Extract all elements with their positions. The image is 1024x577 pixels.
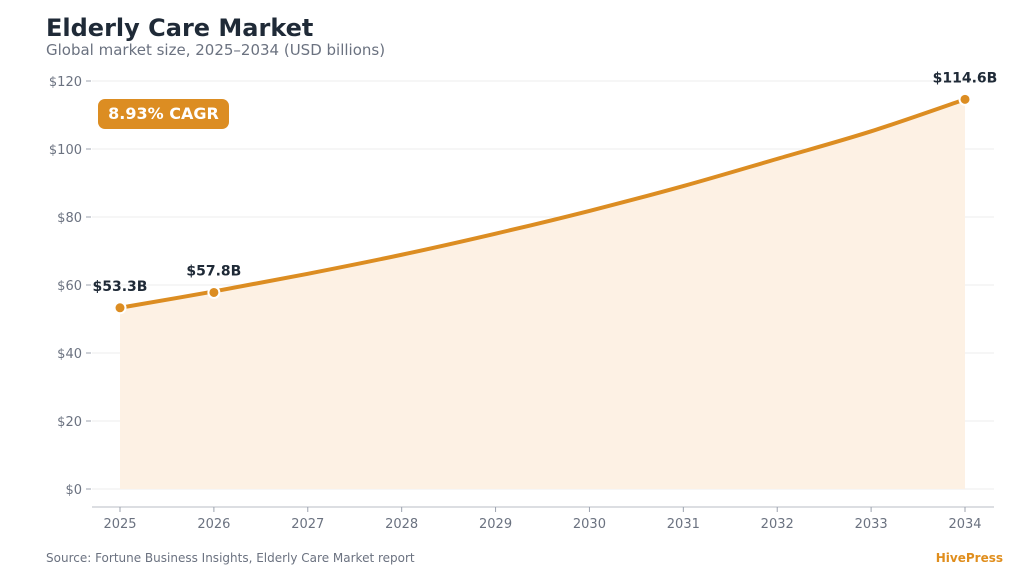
area-fill (120, 99, 965, 490)
cagr-badge: 8.93% CAGR (98, 99, 229, 129)
x-tick-label: 2025 (103, 517, 136, 532)
axes: $0 $20 $40 $60 $80 $100 $120 2025 2026 2027 2028 20… (49, 75, 994, 532)
y-tick-label: $100 (49, 143, 82, 158)
y-tick-label: $20 (57, 415, 82, 430)
y-tick-label: $60 (57, 279, 82, 294)
points-layer (113, 92, 972, 315)
data-label: $114.6B (933, 70, 998, 86)
x-tick-label: 2027 (291, 517, 324, 532)
y-tick-label: $120 (49, 75, 82, 90)
chart-title: Elderly Care Market (46, 14, 314, 42)
y-tick-label: $40 (57, 347, 82, 362)
y-tick-label: $80 (57, 211, 82, 226)
data-point (958, 92, 972, 106)
chart-subtitle: Global market size, 2025–2034 (USD billi… (46, 41, 386, 59)
x-tick-label: 2030 (573, 517, 606, 532)
line-layer (118, 97, 967, 310)
brand-logo: HivePress (935, 551, 1003, 565)
x-tick-label: 2028 (385, 517, 418, 532)
series-line (118, 97, 967, 310)
data-label: $57.8B (186, 263, 241, 279)
x-tick-label: 2033 (855, 517, 888, 532)
data-point (207, 285, 221, 299)
data-labels-layer: $53.3B $57.8B $114.6B (93, 70, 998, 294)
source-note: Source: Fortune Business Insights, Elder… (46, 551, 415, 565)
data-label: $53.3B (93, 279, 148, 295)
x-tick-label: 2034 (948, 517, 981, 532)
x-tick-label: 2031 (667, 517, 700, 532)
area-layer (120, 99, 965, 490)
y-tick-label: $0 (65, 483, 82, 498)
cagr-badge-text: 8.93% CAGR (108, 104, 219, 123)
x-tick-label: 2026 (197, 517, 230, 532)
data-point (113, 301, 127, 315)
cagr-badge-bg (98, 99, 229, 129)
x-tick-label: 2032 (761, 517, 794, 532)
x-tick-label: 2029 (479, 517, 512, 532)
